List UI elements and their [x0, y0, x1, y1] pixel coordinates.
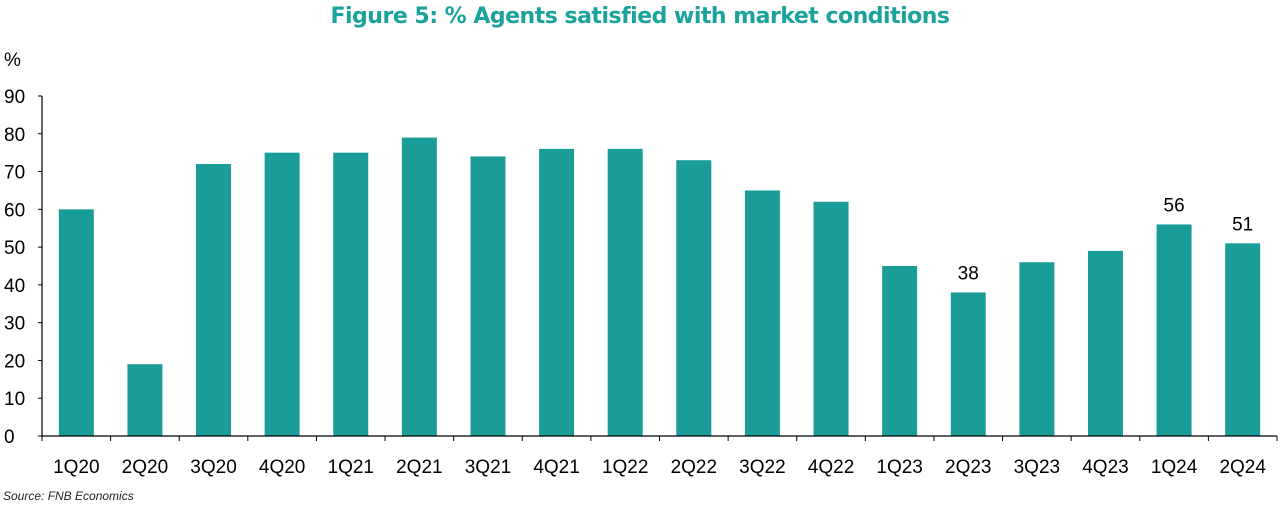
bar-2q21 [401, 137, 437, 437]
bar-1q21 [333, 152, 369, 436]
bar-1q23 [882, 266, 918, 436]
bar-1q22 [607, 148, 643, 436]
x-tick-label: 1Q22 [602, 457, 648, 478]
bar-3q23 [1019, 262, 1055, 436]
x-tick-label: 1Q24 [1151, 457, 1198, 478]
labels-group: 0 10 20 30 40 50 60 70 80 90 1Q20 2Q20 3Q20 4Q20 1Q21 2… [4, 87, 1266, 478]
x-tick-label: 2Q24 [1219, 457, 1266, 478]
source-note: Source: FNB Economics [3, 489, 134, 503]
x-tick-label: 2Q20 [122, 457, 168, 478]
y-tick-label: 40 [4, 276, 25, 297]
x-tick-label: 1Q23 [876, 457, 922, 478]
y-tick-label: 30 [4, 314, 25, 335]
x-tick-label: 2Q23 [945, 457, 991, 478]
bar-4q22 [813, 201, 849, 436]
y-tick-label: 20 [4, 351, 25, 372]
data-label: 38 [958, 263, 979, 284]
y-tick-label: 50 [4, 238, 25, 259]
bar-1q24 [1156, 224, 1192, 436]
data-label: 51 [1232, 214, 1253, 235]
bar-4q20 [264, 152, 300, 436]
bar-3q21 [470, 156, 506, 436]
bar-4q23 [1087, 250, 1123, 436]
bar-2q24 [1225, 243, 1261, 436]
bar-1q20 [58, 209, 94, 436]
x-tick-label: 2Q21 [396, 457, 442, 478]
x-tick-label: 3Q21 [465, 457, 511, 478]
y-tick-label: 60 [4, 200, 25, 221]
data-label: 56 [1164, 195, 1185, 216]
x-tick-label: 3Q20 [190, 457, 236, 478]
y-axis-unit-label: % [4, 50, 21, 71]
bar-3q20 [196, 164, 232, 436]
y-tick-label: 90 [4, 87, 25, 108]
x-tick-label: 3Q23 [1014, 457, 1060, 478]
bar-4q21 [539, 148, 575, 436]
y-tick-label: 70 [4, 163, 25, 184]
x-tick-label: 4Q20 [259, 457, 305, 478]
bar-2q20 [127, 364, 163, 436]
x-tick-label: 2Q22 [671, 457, 717, 478]
x-tick-label: 1Q20 [53, 457, 99, 478]
x-tick-label: 1Q21 [328, 457, 374, 478]
x-tick-label: 4Q21 [533, 457, 579, 478]
chart-title: Figure 5: % Agents satisfied with market… [330, 4, 950, 29]
bar-2q22 [676, 160, 712, 436]
bars-group [58, 137, 1261, 437]
y-tick-label: 80 [4, 125, 25, 146]
x-tick-label: 4Q22 [808, 457, 854, 478]
x-tick-label: 4Q23 [1082, 457, 1128, 478]
bar-3q22 [744, 190, 780, 436]
y-tick-label: 0 [4, 427, 15, 448]
bar-2q23 [950, 292, 986, 436]
y-tick-label: 10 [4, 389, 25, 410]
x-tick-label: 3Q22 [739, 457, 785, 478]
axes-group [38, 95, 1278, 441]
